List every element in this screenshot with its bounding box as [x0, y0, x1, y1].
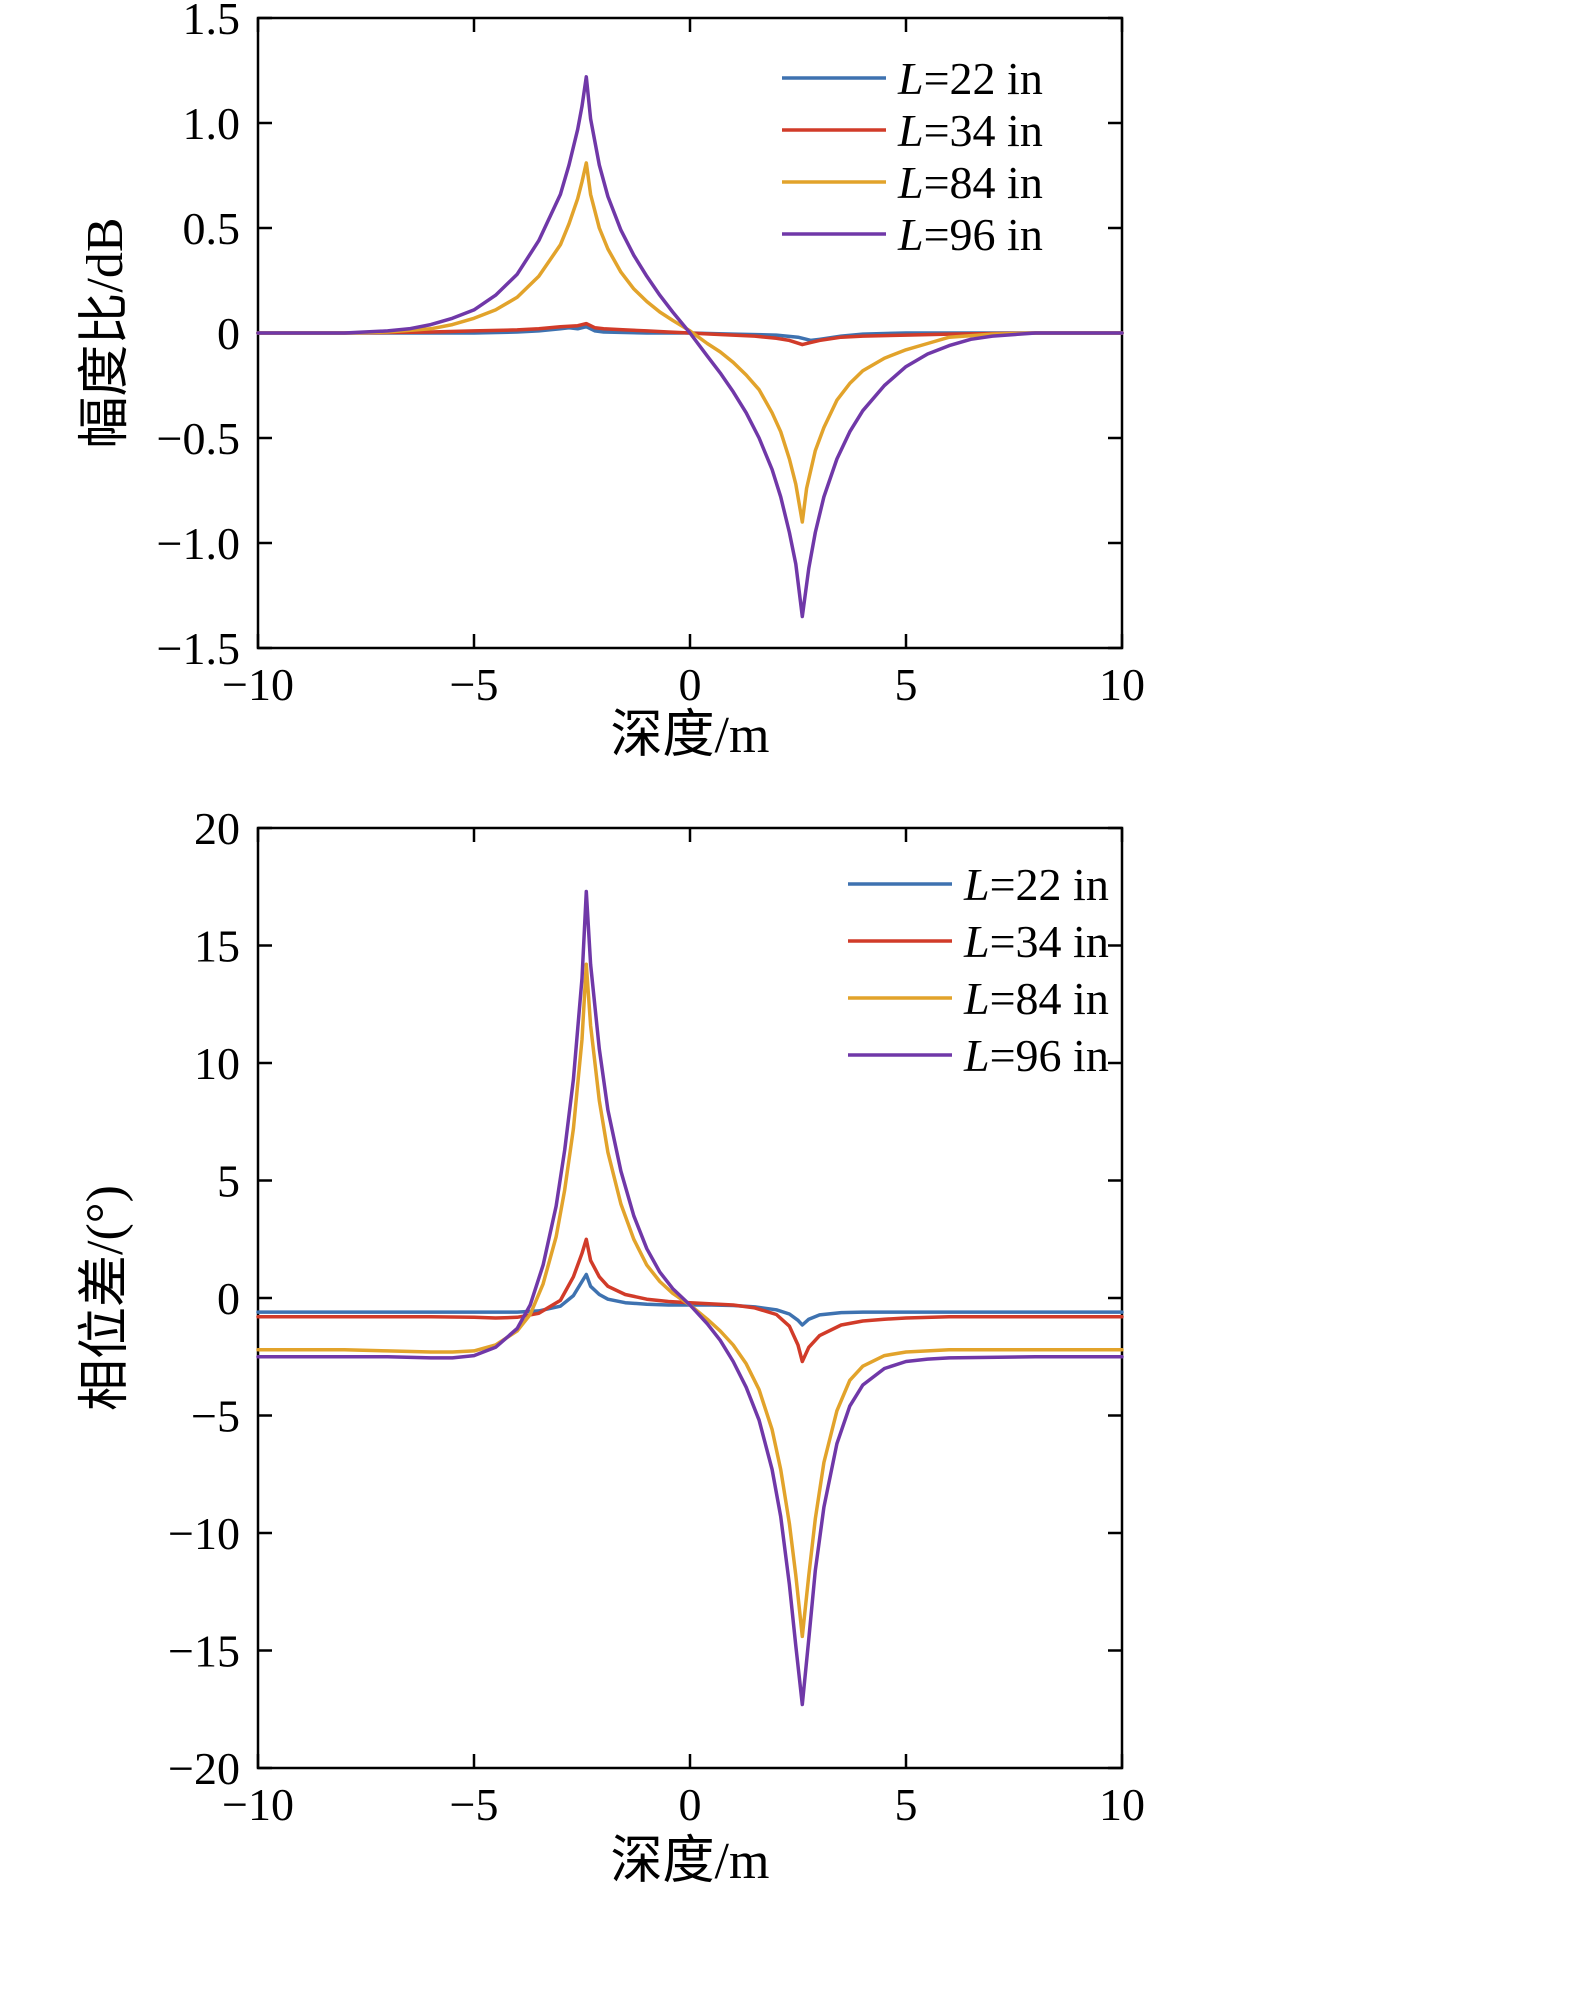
y-axis-label: 幅度比/dB: [77, 217, 134, 448]
legend-item: L=34 in: [848, 916, 1109, 967]
legend-label: L=22 in: [897, 53, 1043, 104]
y-tick-label: −15: [168, 1626, 240, 1677]
legend-label: L=96 in: [897, 209, 1043, 260]
legend-label: L=22 in: [963, 859, 1109, 910]
legend-label: L=34 in: [897, 105, 1043, 156]
y-tick-label: 5: [217, 1156, 240, 1207]
legend-item: L=22 in: [848, 859, 1109, 910]
chart-panel-2: −10 −5 0 5 10 20 15 10 5 0 −5 −10 −15 −20 深度/m 相位差/(°) L…: [77, 803, 1145, 1890]
y-tick-label: −20: [168, 1743, 240, 1794]
y-tick-label: 15: [194, 921, 240, 972]
y-tick-label: −5: [191, 1391, 240, 1442]
y-tick-label: 1.0: [183, 98, 241, 149]
x-tick-label: −5: [450, 659, 499, 710]
legend-label: L=96 in: [963, 1030, 1109, 1081]
chart-panel-1: −10 −5 0 5 10 1.5 1.0 0.5 0 −0.5 −1.0 −1.5 深度/m 幅度比/d…: [77, 0, 1145, 764]
x-tick-label: 10: [1099, 659, 1145, 710]
legend-label: L=84 in: [897, 157, 1043, 208]
x-axis-label: 深度/m: [611, 707, 770, 764]
legend-item: L=84 in: [848, 973, 1109, 1024]
legend-item: L=34 in: [782, 105, 1043, 156]
y-tick-label: 20: [194, 803, 240, 854]
x-tick-label: 10: [1099, 1779, 1145, 1830]
y-tick-label: −1.5: [157, 623, 240, 674]
x-tick-label: 0: [679, 659, 702, 710]
y-tick-label: −0.5: [157, 413, 240, 464]
y-tick-label: 10: [194, 1038, 240, 1089]
y-tick-label: 0: [217, 1273, 240, 1324]
series-line-L-96-in: [256, 75, 1124, 619]
legend-item: L=22 in: [782, 53, 1043, 104]
x-tick-label: 0: [679, 1779, 702, 1830]
legend-item: L=96 in: [782, 209, 1043, 260]
y-tick-label: −1.0: [157, 518, 240, 569]
series-line-L-22-in: [256, 324, 1124, 343]
legend-item: L=96 in: [848, 1030, 1109, 1081]
y-axis-label: 相位差/(°): [77, 1185, 134, 1411]
series-line-L-96-in: [256, 889, 1124, 1707]
x-axis-label: 深度/m: [611, 1833, 770, 1890]
x-tick-label: 5: [895, 1779, 918, 1830]
y-tick-label: 0: [217, 308, 240, 359]
plot-box: [256, 826, 1124, 1770]
y-tick-label: 0.5: [183, 203, 241, 254]
legend-item: L=84 in: [782, 157, 1043, 208]
series-line-L-84-in: [256, 161, 1124, 524]
series-line-L-34-in: [256, 1237, 1124, 1364]
legend-label: L=34 in: [963, 916, 1109, 967]
legend-label: L=84 in: [963, 973, 1109, 1024]
y-tick-label: −10: [168, 1508, 240, 1559]
y-tick-label: 1.5: [183, 0, 241, 44]
x-tick-label: 5: [895, 659, 918, 710]
x-tick-label: −10: [222, 659, 294, 710]
x-tick-label: −5: [450, 1779, 499, 1830]
x-tick-label: −10: [222, 1779, 294, 1830]
